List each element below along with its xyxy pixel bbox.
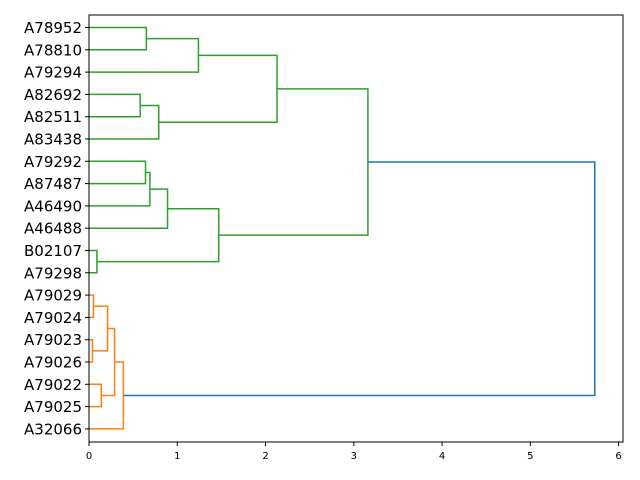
- dendrogram-link: [89, 188, 169, 229]
- x-axis: 0 1 2 3 4 5 6: [86, 442, 622, 462]
- dendrogram-link: [89, 171, 151, 207]
- dendrogram-link: [89, 294, 95, 319]
- dendrogram-link: [92, 305, 109, 352]
- dendrogram-link: [89, 93, 141, 118]
- dendrogram-link: [89, 26, 148, 51]
- dendrogram-link: [89, 37, 200, 73]
- x-tick-label: 6: [615, 451, 621, 462]
- leaf-label: A79024: [24, 309, 82, 327]
- dendrogram-link: [89, 338, 94, 363]
- dendrogram-link: [89, 104, 160, 140]
- x-tick-label: 0: [86, 451, 92, 462]
- leaf-label: A79029: [24, 287, 82, 305]
- y-axis-leaf-labels: A78952 A78810 A79294 A82692 A82511 A83438 A792…: [24, 19, 89, 438]
- leaf-label: A46490: [24, 197, 82, 215]
- leaf-label: B02107: [24, 242, 82, 260]
- dendrogram-links: [89, 26, 596, 430]
- x-tick-label: 3: [351, 451, 357, 462]
- leaf-label: A82511: [24, 108, 82, 126]
- leaf-label: A78952: [24, 19, 82, 37]
- dendrogram-link: [123, 161, 596, 397]
- leaf-label: A32066: [24, 420, 82, 438]
- leaf-label: A79022: [24, 376, 82, 394]
- x-tick-label: 1: [174, 451, 180, 462]
- x-tick-label: 4: [439, 451, 445, 462]
- leaf-label: A87487: [24, 175, 82, 193]
- leaf-label: A79023: [24, 331, 82, 349]
- plot-frame: [88, 14, 624, 443]
- dendrogram-link: [89, 160, 147, 185]
- dendrogram-link: [89, 383, 103, 408]
- leaf-label: A79292: [24, 153, 82, 171]
- leaf-label: A79025: [24, 398, 82, 416]
- leaf-label: A78810: [24, 41, 82, 59]
- leaf-label: A79026: [24, 354, 82, 372]
- leaf-label: A83438: [24, 131, 82, 149]
- dendrogram-link: [96, 207, 220, 263]
- x-tick-label: 2: [262, 451, 268, 462]
- dendrogram-link: [89, 361, 125, 430]
- leaf-label: A79298: [24, 264, 82, 282]
- dendrogram-link: [218, 88, 369, 236]
- leaf-label: A82692: [24, 86, 82, 104]
- leaf-label: A46488: [24, 220, 82, 238]
- leaf-label: A79294: [24, 64, 82, 82]
- dendrogram-link: [89, 249, 98, 274]
- x-tick-label: 5: [527, 451, 533, 462]
- dendrogram-link: [158, 54, 278, 124]
